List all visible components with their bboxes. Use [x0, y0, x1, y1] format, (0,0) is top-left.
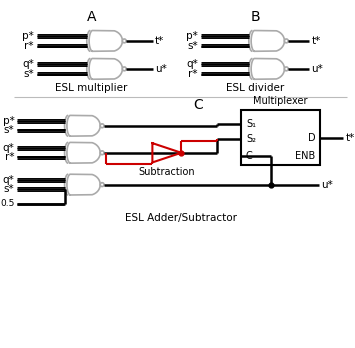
Text: D: D [308, 133, 315, 143]
Text: u*: u* [321, 180, 333, 190]
Text: Multiplexer: Multiplexer [253, 96, 308, 106]
Text: 0.5: 0.5 [0, 199, 15, 208]
Text: t*: t* [345, 133, 355, 143]
Text: r*: r* [188, 69, 198, 79]
Polygon shape [89, 31, 122, 51]
Text: r*: r* [24, 41, 34, 50]
Polygon shape [67, 142, 100, 163]
Text: A: A [87, 10, 96, 24]
Text: s*: s* [23, 69, 34, 79]
Circle shape [100, 183, 104, 187]
Circle shape [122, 39, 126, 43]
Text: t*: t* [155, 36, 164, 46]
Text: Subtraction: Subtraction [138, 167, 195, 177]
Text: p*: p* [186, 31, 198, 41]
Text: p*: p* [22, 31, 34, 41]
Polygon shape [152, 143, 181, 163]
Text: r*: r* [5, 152, 15, 163]
Polygon shape [89, 58, 122, 79]
Text: S₂: S₂ [246, 134, 256, 144]
Bar [241, 110, 320, 165]
Text: q*: q* [22, 59, 34, 69]
Polygon shape [67, 116, 100, 136]
Text: ENB: ENB [295, 151, 315, 161]
Text: S₁: S₁ [246, 119, 256, 129]
Text: ESL Adder/Subtractor: ESL Adder/Subtractor [125, 213, 237, 223]
Text: u*: u* [311, 64, 323, 74]
Text: q*: q* [3, 143, 15, 153]
Text: s*: s* [4, 184, 15, 194]
Circle shape [122, 67, 126, 71]
Text: q*: q* [3, 175, 15, 185]
Text: s*: s* [4, 125, 15, 135]
Text: t*: t* [311, 36, 321, 46]
Circle shape [100, 124, 104, 128]
Text: s*: s* [187, 41, 198, 50]
Text: C: C [193, 97, 203, 112]
Circle shape [284, 67, 288, 71]
Text: ESL divider: ESL divider [226, 83, 285, 93]
Text: q*: q* [186, 59, 198, 69]
Text: C: C [246, 151, 253, 161]
Text: ESL multiplier: ESL multiplier [55, 83, 128, 93]
Text: p*: p* [3, 116, 15, 126]
Polygon shape [67, 174, 100, 195]
Circle shape [284, 39, 288, 43]
Polygon shape [251, 58, 284, 79]
Circle shape [100, 151, 104, 155]
Polygon shape [251, 31, 284, 51]
Text: u*: u* [155, 64, 167, 74]
Text: B: B [251, 10, 260, 24]
